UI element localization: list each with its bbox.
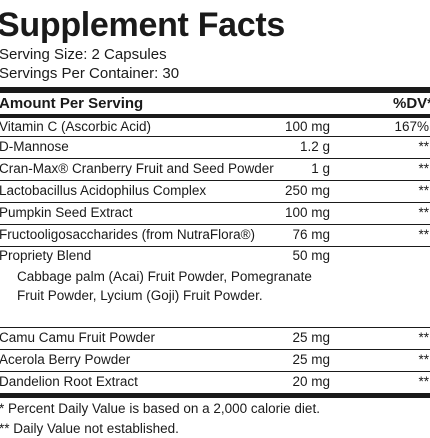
divider-medium — [0, 114, 430, 118]
nutrient-amount: 20 mg — [292, 374, 330, 389]
table-row: D-Mannose 1.2 g ** — [0, 137, 430, 159]
nutrient-name: Vitamin C (Ascorbic Acid) — [0, 119, 152, 134]
nutrient-dv: ** — [418, 227, 429, 242]
nutrient-name: Camu Camu Fruit Powder — [0, 330, 156, 345]
nutrient-name: Propriety Blend — [0, 248, 92, 263]
nutrient-amount: 25 mg — [292, 330, 330, 345]
nutrient-amount: 1 g — [311, 161, 330, 176]
table-row: Camu Camu Fruit Powder 25 mg ** — [0, 328, 430, 350]
nutrient-dv: 167% — [394, 119, 429, 134]
nutrient-amount: 100 mg — [284, 119, 330, 134]
dv-heading: %DV* — [392, 95, 430, 112]
nutrient-name: Fructooligosaccharides (from NutraFlora®… — [0, 227, 256, 242]
table-row: Lactobacillus Acidophilus Complex 250 mg *… — [0, 181, 430, 203]
panel-title: Supplement Facts — [0, 6, 286, 44]
blend-ingredients: Cabbage palm (Acai) Fruit Powder, Pomegr… — [17, 269, 312, 303]
table-row: Propriety Blend 50 mg Cabbage palm (Acai) … — [0, 247, 430, 328]
nutrient-name: Acerola Berry Powder — [0, 352, 131, 367]
nutrient-name: Lactobacillus Acidophilus Complex — [0, 183, 207, 198]
table-header: Amount Per Serving %DV* — [0, 93, 430, 114]
nutrient-name: Cran-Max® Cranberry Fruit and Seed Powde… — [0, 161, 274, 176]
servings-per-container: Servings Per Container: 30 — [0, 65, 180, 82]
table-row: Acerola Berry Powder 25 mg ** — [0, 350, 430, 372]
nutrient-dv: ** — [418, 161, 429, 176]
nutrient-dv: ** — [418, 139, 429, 154]
nutrient-amount: 50 mg — [292, 248, 330, 263]
footnote-dv: * Percent Daily Value is based on a 2,00… — [0, 401, 320, 416]
nutrient-table: Vitamin C (Ascorbic Acid) 100 mg 167% D-Man… — [0, 118, 430, 394]
footnote-not-established: ** Daily Value not established. — [0, 421, 179, 436]
amount-per-serving-heading: Amount Per Serving — [0, 95, 144, 112]
nutrient-dv: ** — [418, 183, 429, 198]
nutrient-dv: ** — [418, 205, 429, 220]
nutrient-amount: 76 mg — [292, 227, 330, 242]
nutrient-name: Dandelion Root Extract — [0, 374, 138, 389]
nutrient-name: D-Mannose — [0, 139, 69, 154]
nutrient-dv: ** — [418, 374, 429, 389]
divider-thick — [0, 87, 430, 93]
nutrient-dv: ** — [418, 330, 429, 345]
nutrient-dv: ** — [418, 352, 429, 367]
nutrient-amount: 100 mg — [284, 205, 330, 220]
table-row: Pumpkin Seed Extract 100 mg ** — [0, 203, 430, 225]
table-row: Fructooligosaccharides (from NutraFlora®… — [0, 225, 430, 247]
divider-bottom — [0, 394, 430, 398]
nutrient-amount: 250 mg — [284, 183, 330, 198]
nutrient-amount: 25 mg — [292, 352, 330, 367]
serving-size: Serving Size: 2 Capsules — [0, 46, 167, 63]
table-row: Dandelion Root Extract 20 mg ** — [0, 372, 430, 394]
nutrient-amount: 1.2 g — [299, 139, 330, 154]
table-row: Vitamin C (Ascorbic Acid) 100 mg 167% — [0, 118, 430, 137]
nutrient-name: Pumpkin Seed Extract — [0, 205, 133, 220]
table-row: Cran-Max® Cranberry Fruit and Seed Powde… — [0, 159, 430, 181]
